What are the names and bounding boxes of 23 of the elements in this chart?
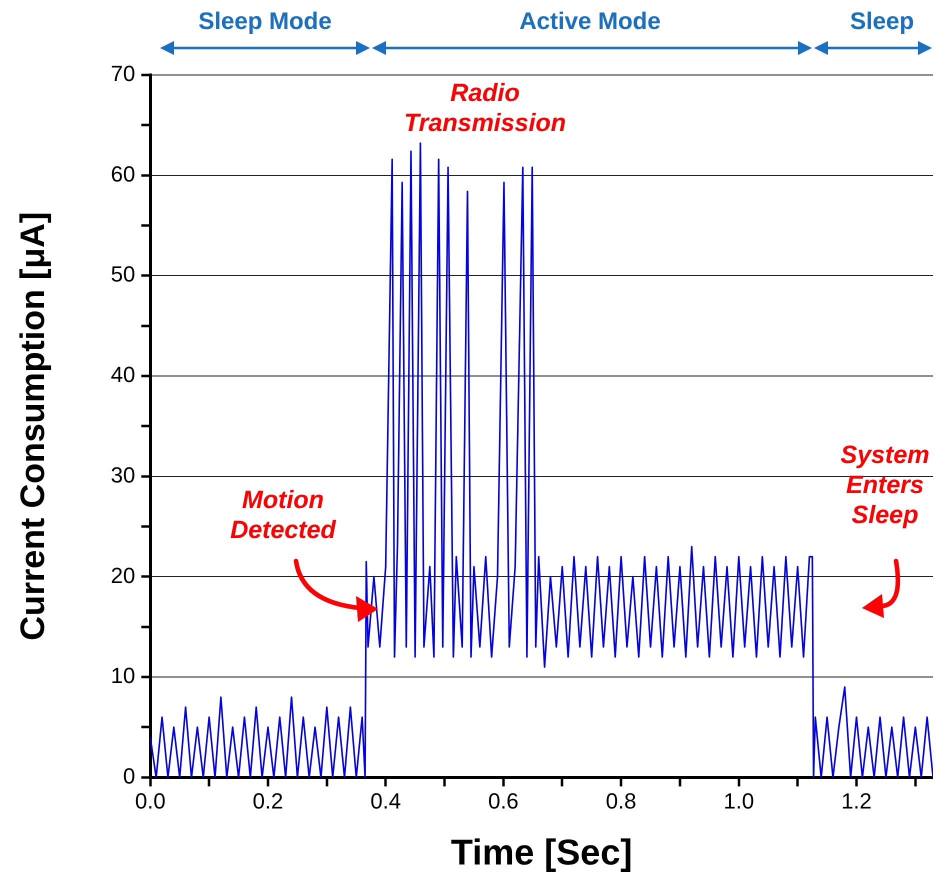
y-axis-title: Current Consumption [μA] bbox=[14, 212, 52, 641]
text: Sleep Mode bbox=[198, 8, 332, 36]
y-tick-label: 40 bbox=[110, 362, 136, 388]
annotation: Radio Transmission bbox=[404, 78, 566, 138]
y-tick-label: 10 bbox=[110, 663, 136, 688]
annotation: Motion Detected bbox=[230, 485, 336, 545]
x-tick-label: 1.2 bbox=[841, 788, 872, 814]
x-tick-label: 0.0 bbox=[134, 788, 166, 814]
x-tick-label: 0.8 bbox=[606, 788, 636, 814]
y-tick-label: 70 bbox=[110, 61, 136, 86]
x-axis-title: Time [Sec] bbox=[450, 831, 632, 872]
y-tick-label: 20 bbox=[110, 562, 136, 588]
x-tick-label: 1.0 bbox=[723, 788, 754, 814]
x-tick-label: 0.6 bbox=[488, 788, 519, 814]
x-tick-label: 0.4 bbox=[370, 788, 401, 814]
y-tick-label: 50 bbox=[110, 262, 136, 287]
x-tick-label: 0.2 bbox=[252, 788, 284, 814]
y-tick-label: 60 bbox=[110, 161, 136, 186]
text: Sleep bbox=[850, 8, 914, 36]
annotation: System Enters Sleep bbox=[840, 440, 930, 530]
y-tick-label: 30 bbox=[110, 462, 136, 488]
text: Active Mode bbox=[519, 8, 661, 36]
y-tick-label: 0 bbox=[123, 763, 136, 788]
